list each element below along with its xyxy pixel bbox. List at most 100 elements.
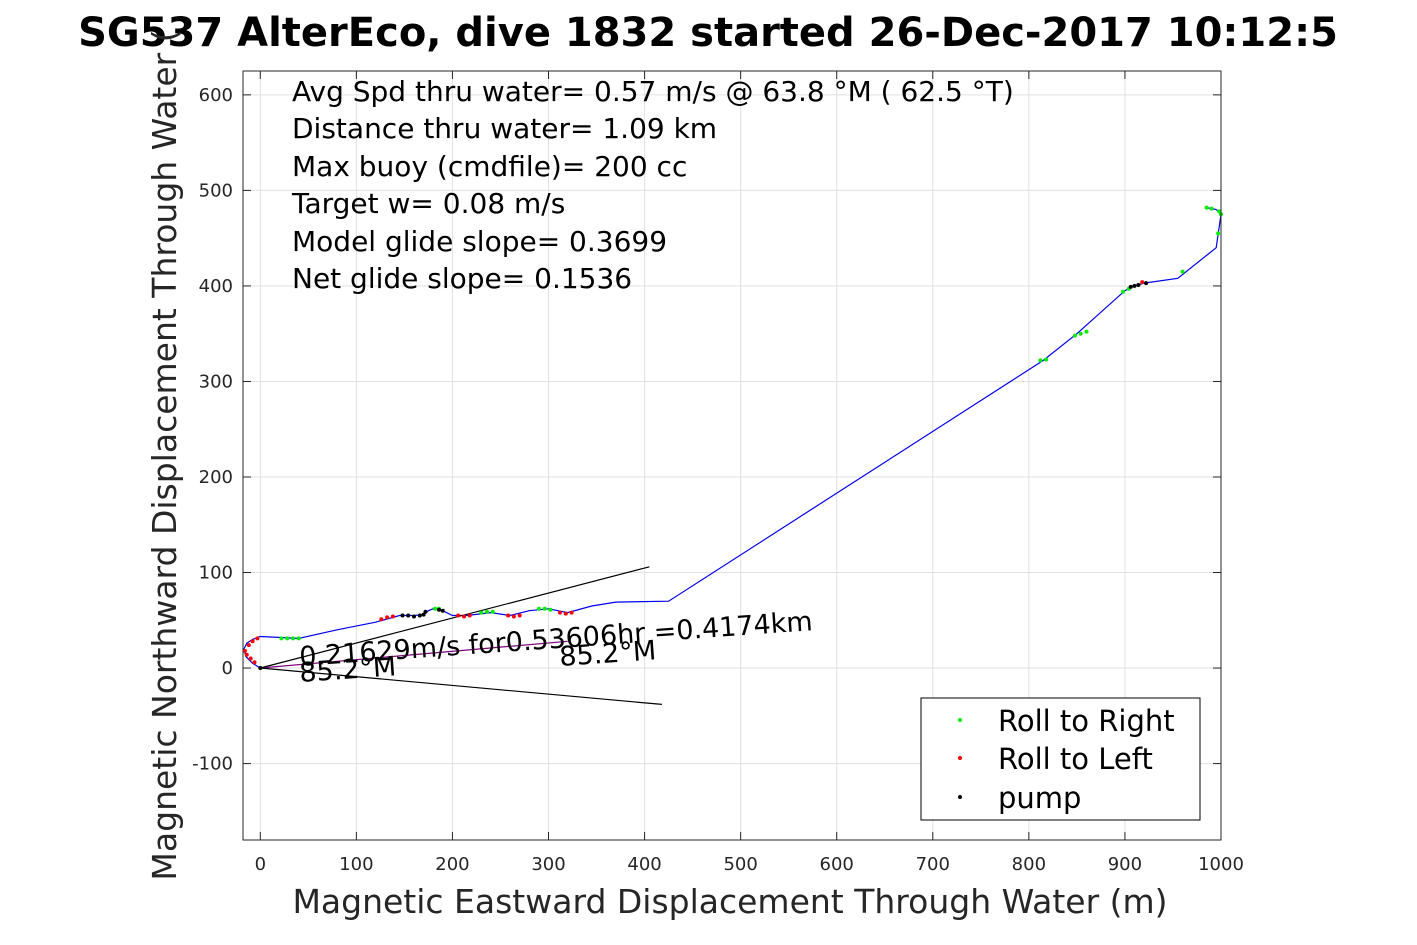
legend-label-pump: pump — [998, 781, 1081, 815]
y-axis-label: Magnetic Northward Displacement Through … — [145, 29, 184, 880]
y-tick-label: 0 — [222, 658, 233, 679]
y-tick-label: 100 — [199, 563, 233, 584]
roll-left-point — [511, 614, 516, 619]
heading-start-label: 85.2°M — [298, 651, 397, 689]
summary-annotations: Avg Spd thru water= 0.57 m/s @ 63.8 °M (… — [291, 75, 1014, 295]
legend-marker-pump — [958, 795, 962, 799]
chart-title: SG537 AlterEco, dive 1832 started 26-Dec… — [78, 10, 1338, 56]
roll-left-point — [252, 660, 257, 665]
roll-right-point — [279, 636, 284, 641]
roll-right-point — [1121, 289, 1125, 294]
y-tick-label: 500 — [199, 180, 233, 201]
y-tick-label: 400 — [199, 276, 233, 297]
x-tick-label: 0 — [255, 854, 266, 875]
roll-left-point — [569, 610, 574, 615]
roll-right-point — [542, 606, 547, 611]
annotation-distance: Distance thru water= 1.09 km — [292, 112, 717, 145]
roll-left-point — [506, 613, 511, 618]
roll-left-point — [385, 615, 390, 620]
roll-right-point — [479, 610, 484, 615]
legend-label-roll-right: Roll to Right — [998, 704, 1175, 738]
roll-right-point — [548, 607, 553, 612]
roll-left-point — [244, 652, 249, 657]
x-tick-label: 700 — [916, 854, 950, 875]
pump-point — [423, 609, 428, 614]
pump-point — [1136, 283, 1141, 287]
pump-point — [421, 612, 426, 617]
pump-point — [412, 614, 416, 619]
pump-point — [440, 608, 445, 613]
annotation-avg-speed: Avg Spd thru water= 0.57 m/s @ 63.8 °M (… — [292, 75, 1014, 108]
x-tick-label: 400 — [627, 854, 661, 875]
pump-point — [1132, 283, 1137, 288]
roll-right-point — [1084, 329, 1089, 334]
legend-label-roll-left: Roll to Left — [998, 742, 1153, 776]
roll-left-point — [246, 643, 251, 648]
roll-right-point — [536, 606, 541, 611]
pump-point — [417, 613, 422, 618]
net-track-line — [260, 640, 568, 669]
roll-right-point — [490, 609, 495, 614]
roll-right-point — [291, 636, 295, 641]
pump-point — [437, 607, 441, 612]
legend-marker-roll-left — [958, 756, 962, 760]
y-tick-label: 300 — [199, 371, 233, 392]
roll-right-point — [1204, 205, 1209, 210]
roll-right-point — [485, 609, 489, 614]
roll-right-point — [1038, 358, 1043, 363]
roll-left-point — [255, 636, 260, 641]
roll-right-point — [1180, 269, 1185, 274]
pump-point — [406, 613, 411, 618]
roll-right-point — [1216, 231, 1221, 236]
x-tick-label: 1000 — [1198, 854, 1244, 875]
roll-right-point — [296, 636, 301, 641]
roll-left-point — [1140, 280, 1145, 285]
roll-left-point — [467, 613, 472, 618]
roll-right-point — [1209, 206, 1214, 211]
x-tick-label: 100 — [339, 854, 373, 875]
roll-left-point — [563, 611, 568, 616]
legend: Roll to Right Roll to Left pump — [920, 697, 1201, 821]
pump-point — [1144, 281, 1149, 286]
x-tick-label: 200 — [435, 854, 469, 875]
heading-end-label: 85.2°M — [558, 635, 657, 673]
roll-left-point — [456, 613, 461, 618]
roll-left-point — [379, 617, 384, 622]
roll-right-point — [1078, 331, 1083, 336]
annotation-net-glide: Net glide slope= 0.1536 — [292, 262, 632, 295]
roll-points — [242, 205, 1223, 670]
x-tick-label: 900 — [1108, 854, 1142, 875]
x-axis-label: Magnetic Eastward Displacement Through W… — [292, 882, 1167, 921]
y-tick-label: -100 — [192, 754, 233, 775]
y-tick-label: 200 — [199, 467, 233, 488]
legend-marker-roll-right — [958, 718, 962, 722]
axes-box — [242, 70, 1222, 841]
roll-left-point — [390, 614, 395, 619]
roll-left-point — [250, 639, 255, 644]
annotation-target-w: Target w= 0.08 m/s — [291, 187, 565, 220]
roll-left-point — [558, 610, 562, 615]
x-tick-label: 800 — [1012, 854, 1046, 875]
roll-right-point — [285, 636, 290, 641]
x-tick-label: 300 — [531, 854, 565, 875]
annotation-max-buoy: Max buoy (cmdfile)= 200 cc — [292, 150, 687, 183]
y-tick-label: 600 — [199, 85, 233, 106]
roll-left-point — [248, 656, 253, 661]
legend-box — [920, 697, 1201, 821]
glide-cone-lower-line — [260, 667, 662, 705]
x-tick-label: 500 — [723, 854, 757, 875]
roll-right-point — [1073, 333, 1077, 338]
x-tick-label: 600 — [820, 854, 854, 875]
roll-left-point — [242, 648, 247, 653]
roll-right-point — [433, 606, 438, 611]
pump-point — [258, 666, 263, 670]
roll-right-point — [1044, 357, 1049, 362]
roll-left-point — [462, 614, 466, 619]
annotation-model-glide: Model glide slope= 0.3699 — [292, 225, 667, 258]
glide-cone-upper-line — [260, 566, 650, 669]
roll-right-point — [1217, 209, 1222, 214]
axis-ticks: 0 100 200 300 400 500 600 700 800 900 1000 -100 0 100… — [192, 71, 1244, 875]
pump-point — [1128, 284, 1133, 289]
pump-point — [400, 613, 405, 618]
